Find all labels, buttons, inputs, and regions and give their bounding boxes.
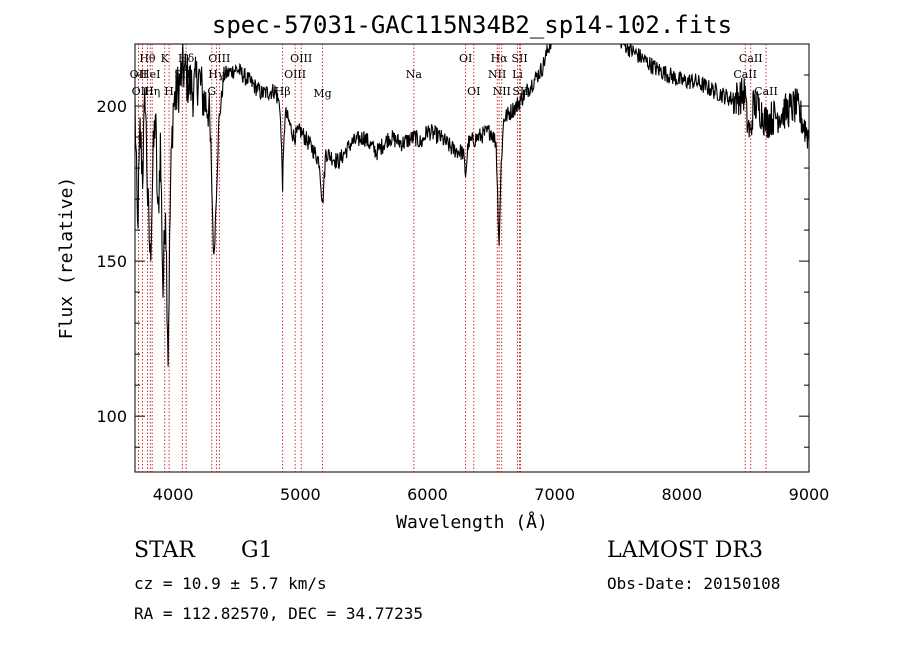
observation-date: Obs-Date: 20150108 [607,574,781,593]
spectral-line-label: Hθ [139,52,156,65]
spectral-line-label: HeI [140,68,160,81]
spectral-line-label: OII [130,68,148,81]
spectral-line-label: OIII [290,52,312,65]
plot-frame [134,43,810,473]
spectral-line-label: CaII [733,68,757,81]
spectral-line-label: OIII [284,68,306,81]
y-axis-label: Flux (relative) [56,177,77,340]
spectral-line-label: SII [511,52,527,65]
coordinates-readout: RA = 112.82570, DEC = 34.77235 [134,604,423,623]
x-axis-label: Wavelength (Å) [396,511,548,533]
spectral-line-label: G [207,85,216,98]
spectral-line-label: CaII [739,52,763,65]
x-tick-label: 9000 [789,485,830,504]
redshift-readout: cz = 10.9 ± 5.7 km/s [134,574,327,593]
spectral-line-label: CaII [754,85,778,98]
x-tick-label: 4000 [153,485,194,504]
spectral-line-label: Hγ [208,68,225,81]
x-tick-label: 8000 [661,485,702,504]
spectral-line-label: Mg [313,87,331,100]
spectral-line-label: Li [512,68,523,81]
y-tick-label: 200 [96,97,127,116]
spectral-line-label: Hη [144,85,160,98]
object-subclass: G1 [241,538,273,563]
axis-ticks: 4000 5000 6000 7000 8000 9000 100 150 200 [96,43,830,504]
object-class: STAR [134,538,195,563]
spectral-line-label: OI [459,52,472,65]
spectral-line-label: K [161,52,170,65]
spectral-line-label: Na [406,68,423,81]
spectral-line-label: H [164,85,174,98]
x-tick-label: 5000 [280,485,321,504]
spectral-line-label: OIII [208,52,230,65]
x-tick-label: 7000 [534,485,575,504]
survey-name: LAMOST DR3 [607,538,763,563]
x-tick-label: 6000 [407,485,448,504]
spectral-line-label: NII [493,85,511,98]
spectral-line-label: OI [467,85,480,98]
flux-series-line [134,43,810,367]
spectral-line-label: Hβ [275,85,291,98]
spectral-line-label: OIII [132,85,154,98]
spectral-line-label: NII [488,68,506,81]
chart-title: spec-57031-GAC115N34B2_sp14-102.fits [212,11,732,39]
spectral-line-label: Hα [491,52,509,65]
y-tick-label: 100 [96,407,127,426]
y-tick-label: 150 [96,252,127,271]
